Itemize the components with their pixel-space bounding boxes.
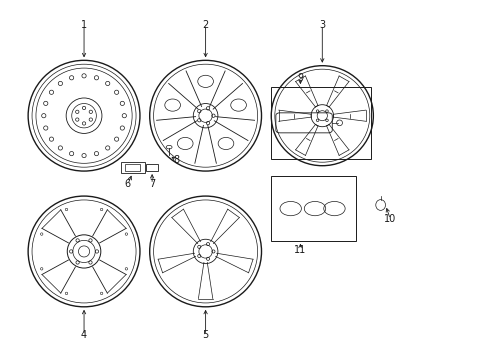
Text: 11: 11 (294, 245, 306, 255)
Bar (271, 87, 370, 158)
Text: 4: 4 (81, 330, 87, 341)
Text: 1: 1 (81, 19, 87, 30)
Bar (271, 176, 356, 241)
Bar (120, 162, 144, 173)
Text: 5: 5 (202, 330, 208, 341)
Bar (146, 164, 158, 171)
Text: 10: 10 (384, 214, 396, 224)
Text: 8: 8 (173, 156, 179, 165)
Text: 9: 9 (297, 73, 303, 83)
Text: 2: 2 (202, 19, 208, 30)
Text: 7: 7 (149, 179, 155, 189)
Text: 3: 3 (319, 19, 325, 30)
Text: 6: 6 (124, 179, 131, 189)
Bar (125, 164, 140, 171)
